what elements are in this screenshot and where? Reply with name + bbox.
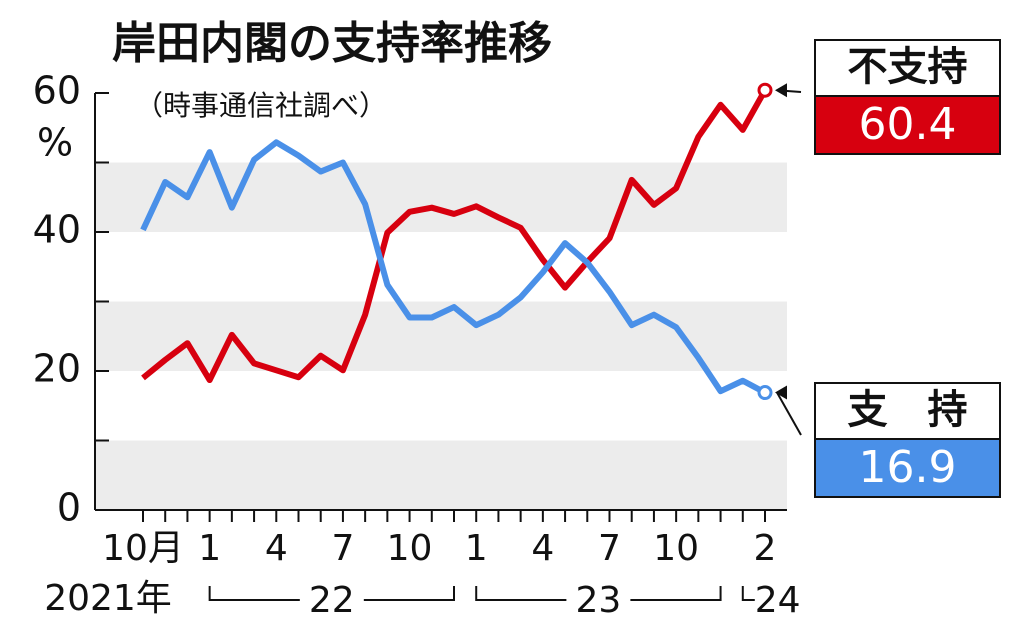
grid-band xyxy=(95,440,787,510)
series-line xyxy=(140,139,767,396)
y-tick-label: 40 xyxy=(33,208,81,252)
x-tick-label: 1 xyxy=(465,528,488,569)
x-tick-label: 1 xyxy=(198,528,221,569)
end-point xyxy=(757,385,773,401)
series-line xyxy=(141,88,768,384)
x-tick-label: 7 xyxy=(598,528,621,569)
y-tick-label: 20 xyxy=(33,347,81,391)
y-tick-label: 60 xyxy=(33,69,81,113)
y-tick-label: 0 xyxy=(57,486,81,530)
legend-name: 支 持 xyxy=(848,387,968,433)
leader-arrow xyxy=(775,385,787,400)
legend-value: 60.4 xyxy=(859,99,957,150)
x-tick-label: 10 xyxy=(653,528,699,569)
chart-subtitle: （時事通信社調べ） xyxy=(135,89,387,122)
legend-value-bg xyxy=(814,438,1001,498)
end-point xyxy=(757,82,773,98)
leader-arrow xyxy=(775,83,787,98)
year-bracket xyxy=(741,586,755,601)
grid-band xyxy=(95,162,787,232)
x-tick-label: 4 xyxy=(531,528,554,569)
x-tick-label: 10月 xyxy=(102,528,184,569)
x-tick-label: 2 xyxy=(754,528,777,569)
year-label: 22 xyxy=(309,580,355,621)
y-unit: % xyxy=(37,121,73,165)
year-label: 2021年 xyxy=(44,578,172,619)
chart-title: 岸田内閣の支持率推移 xyxy=(112,18,552,69)
year-bracket xyxy=(208,586,455,601)
x-tick-label: 7 xyxy=(331,528,354,569)
year-label: 23 xyxy=(575,580,621,621)
legend-value: 16.9 xyxy=(859,442,957,493)
leader-line xyxy=(776,392,802,436)
x-tick-label: 10 xyxy=(387,528,433,569)
legend-value-bg xyxy=(814,95,1001,155)
legend-name: 不支持 xyxy=(848,44,968,90)
year-bracket xyxy=(475,586,722,601)
year-label: 24 xyxy=(755,580,801,621)
x-tick-label: 4 xyxy=(265,528,288,569)
